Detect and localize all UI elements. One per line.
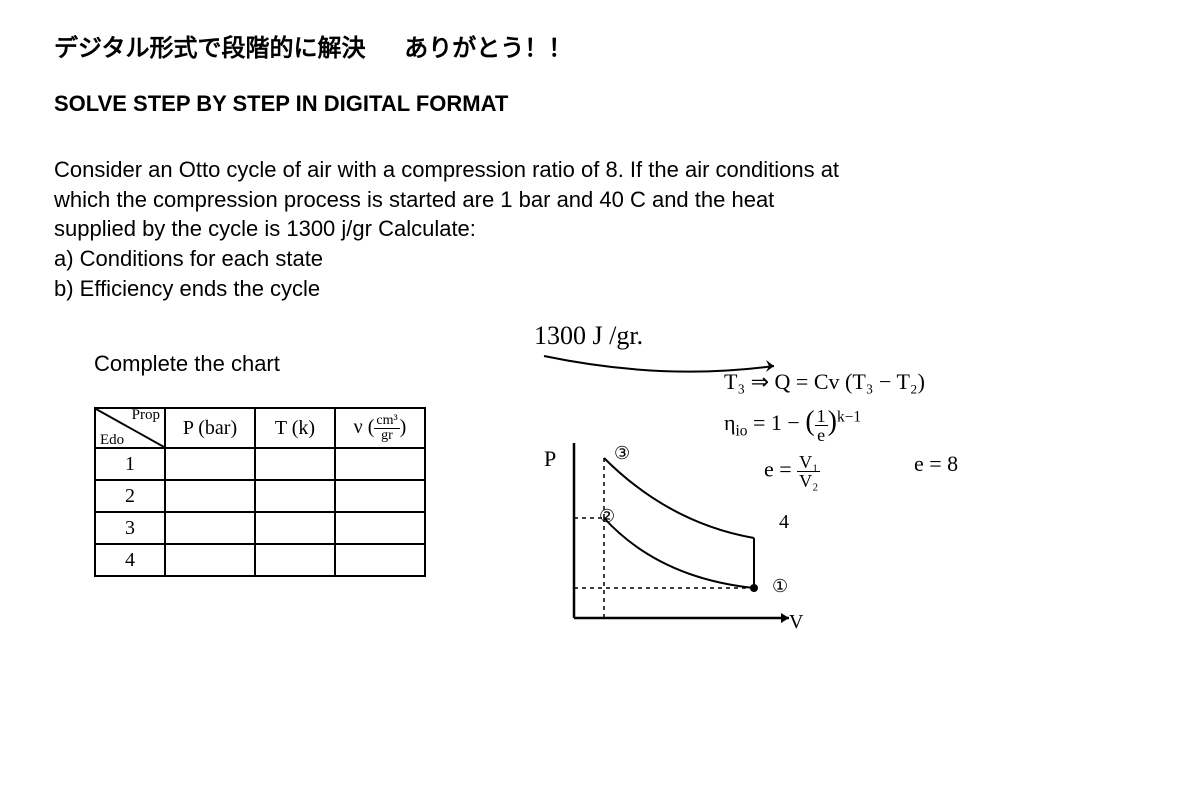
problem-line-1: Consider an Otto cycle of air with a com… bbox=[54, 155, 1146, 185]
node-3: ③ bbox=[614, 443, 630, 464]
chart-caption: Complete the chart bbox=[94, 351, 494, 377]
problem-line-4: a) Conditions for each state bbox=[54, 244, 1146, 274]
problem-text: Consider an Otto cycle of air with a com… bbox=[54, 155, 1146, 303]
problem-line-3: supplied by the cycle is 1300 j/gr Calcu… bbox=[54, 214, 1146, 244]
table-row: 2 bbox=[95, 480, 425, 512]
node-2: ② bbox=[599, 506, 615, 527]
chart-section: Complete the chart Prop Edo P (bar) T (k… bbox=[54, 351, 494, 577]
eq-heat: T₃ ⇒ Q = Cv (T₃ − T₂) bbox=[724, 369, 925, 395]
jp-text-1: デジタル形式で段階的に解決 bbox=[54, 35, 366, 62]
eq-e-value: e = 8 bbox=[914, 451, 958, 477]
col-header-p: P (bar) bbox=[165, 408, 255, 448]
state-chart-table: Prop Edo P (bar) T (k) ν (cm³gr) 1 2 bbox=[94, 407, 426, 577]
row-label: 2 bbox=[95, 480, 165, 512]
col-header-v: ν (cm³gr) bbox=[335, 408, 425, 448]
problem-line-2: which the compression process is started… bbox=[54, 185, 1146, 215]
axis-label-v: V bbox=[789, 611, 803, 634]
axis-label-p: P bbox=[544, 446, 556, 472]
jp-text-2: ありがとう！！ bbox=[404, 35, 572, 62]
handwritten-work: 1300 J /gr. T₃ ⇒ Q = Cv (T₃ − T₂) ηio = … bbox=[494, 351, 1146, 577]
row-label: 1 bbox=[95, 448, 165, 480]
english-header: SOLVE STEP BY STEP IN DIGITAL FORMAT bbox=[54, 91, 1146, 117]
table-row: 4 bbox=[95, 544, 425, 576]
corner-label-bottom: Edo bbox=[100, 432, 124, 449]
heat-label: 1300 J /gr. bbox=[534, 321, 643, 351]
row-label: 4 bbox=[95, 544, 165, 576]
table-row: 1 bbox=[95, 448, 425, 480]
pv-diagram bbox=[559, 443, 809, 643]
corner-label-top: Prop bbox=[132, 407, 160, 424]
row-label: 3 bbox=[95, 512, 165, 544]
node-1: ① bbox=[772, 576, 788, 597]
chart-corner-cell: Prop Edo bbox=[95, 408, 165, 448]
problem-line-5: b) Efficiency ends the cycle bbox=[54, 274, 1146, 304]
eq-efficiency: ηio = 1 − (1e)k−1 bbox=[724, 406, 861, 443]
node-4: 4 bbox=[779, 511, 789, 534]
table-row: 3 bbox=[95, 512, 425, 544]
japanese-header: デジタル形式で段階的に解決 ありがとう！！ bbox=[54, 28, 1146, 63]
col-header-t: T (k) bbox=[255, 408, 335, 448]
